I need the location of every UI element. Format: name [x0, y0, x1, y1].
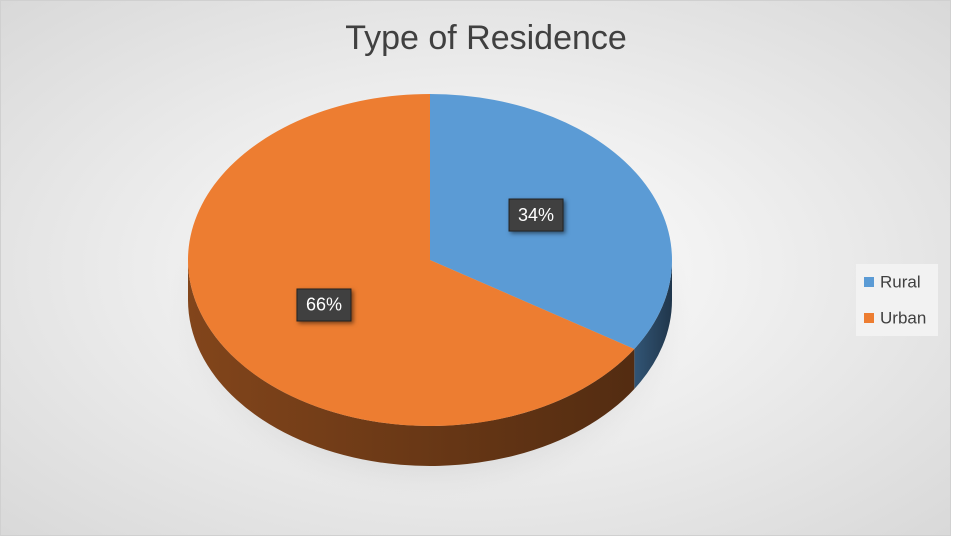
data-label: 34% — [518, 205, 554, 225]
chart-title: Type of Residence — [345, 19, 627, 57]
slice-side — [634, 260, 672, 389]
legend: Rural Urban — [856, 264, 938, 336]
legend-label: Urban — [880, 308, 926, 327]
legend-swatch — [864, 313, 874, 323]
data-label-box — [508, 198, 564, 232]
pie-slice — [187, 94, 635, 426]
legend-label: Rural — [880, 272, 921, 291]
legend-background — [856, 264, 938, 336]
data-label: 66% — [306, 295, 342, 315]
data-label-box — [296, 288, 352, 322]
pie: 34% 66% — [187, 94, 672, 466]
legend-swatch — [864, 277, 874, 287]
slice-side — [188, 260, 635, 466]
